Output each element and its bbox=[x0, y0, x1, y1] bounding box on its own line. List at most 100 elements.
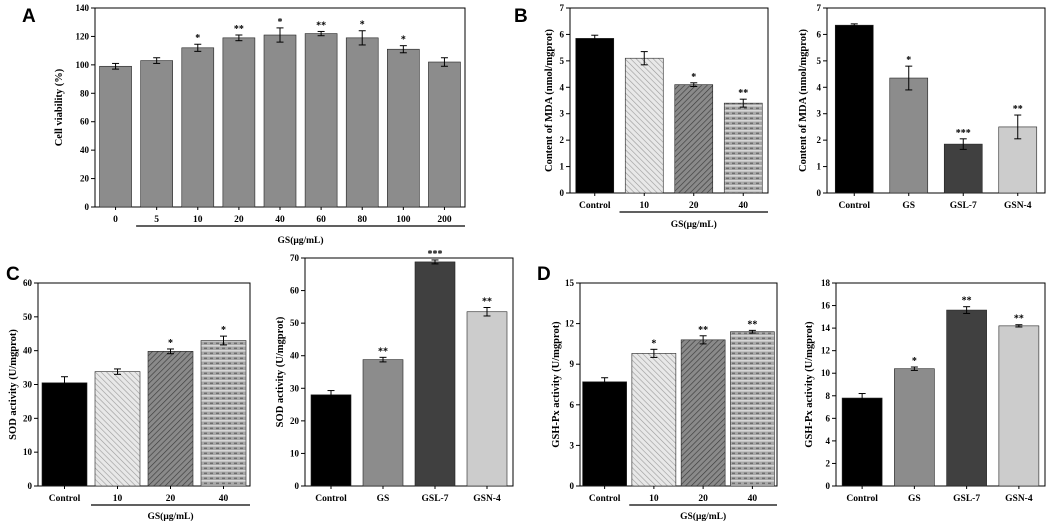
bar bbox=[310, 394, 352, 487]
bar bbox=[624, 57, 664, 194]
bar bbox=[362, 359, 404, 487]
significance-mark: ** bbox=[962, 296, 972, 307]
x-category-label: 10 bbox=[649, 494, 659, 504]
x-category-label: 200 bbox=[437, 215, 452, 225]
bar bbox=[723, 102, 763, 194]
panel-label-a: A bbox=[22, 6, 36, 27]
bar bbox=[841, 397, 883, 487]
x-category-label: GSN-4 bbox=[1005, 494, 1033, 504]
bar bbox=[674, 84, 714, 194]
bar bbox=[181, 47, 215, 208]
y-tick-label: 4 bbox=[817, 82, 822, 92]
bar bbox=[304, 33, 338, 208]
significance-mark: ** bbox=[698, 325, 708, 336]
y-tick-label: 0 bbox=[28, 481, 33, 491]
significance-mark: ** bbox=[747, 319, 757, 330]
bar bbox=[582, 381, 627, 487]
bar bbox=[140, 60, 173, 208]
y-tick-label: 100 bbox=[76, 60, 90, 70]
significance-mark: ** bbox=[234, 24, 244, 35]
y-tick-label: 5 bbox=[560, 56, 565, 66]
y-tick-label: 3 bbox=[817, 109, 822, 119]
bar bbox=[200, 340, 247, 487]
chart-sod-gs-dose: 0 10 20 30 40 50 60 SOD activity (U/mgprot) Cont… bbox=[8, 278, 251, 522]
y-tick-label: 2 bbox=[826, 458, 831, 468]
bar bbox=[41, 382, 88, 487]
y-tick-label: 6 bbox=[826, 413, 831, 423]
bar bbox=[94, 371, 141, 487]
bar bbox=[466, 311, 508, 487]
x-category-label: 40 bbox=[275, 215, 285, 225]
y-axis-title: SOD activity (U/mgprot) bbox=[275, 316, 286, 427]
y-tick-label: 20 bbox=[290, 416, 300, 426]
x-category-label: Control bbox=[579, 201, 611, 211]
x-category-label: 10 bbox=[113, 494, 123, 504]
significance-mark: * bbox=[691, 72, 696, 83]
bar bbox=[428, 61, 461, 208]
y-axis-title: GSH-Px activity (U/mgprot) bbox=[804, 321, 815, 448]
significance-mark: ** bbox=[1014, 314, 1024, 325]
chart-gshpx-gs-dose: 0 3 6 9 12 15 GSH-Px activity (U/mgprot) Contro… bbox=[551, 278, 778, 522]
plot-frame bbox=[826, 7, 1046, 194]
y-tick-label: 7 bbox=[560, 3, 565, 13]
bar bbox=[894, 368, 935, 487]
x-category-label: 80 bbox=[357, 215, 367, 225]
bar bbox=[730, 331, 775, 487]
x-category-label: 10 bbox=[193, 215, 203, 225]
y-tick-label: 3 bbox=[570, 440, 575, 450]
y-tick-label: 1 bbox=[817, 162, 822, 172]
y-tick-label: 14 bbox=[821, 323, 831, 333]
y-tick-label: 70 bbox=[290, 253, 300, 263]
y-tick-label: 60 bbox=[23, 278, 33, 288]
x-axis-title: GS(μg/mL) bbox=[278, 235, 324, 246]
y-tick-label: 4 bbox=[826, 436, 831, 446]
bar bbox=[263, 34, 297, 208]
chart-mda-treatments: 0 1 2 3 4 5 6 7 Content of MDA (nmol/mgprot) Cont… bbox=[798, 3, 1046, 211]
y-tick-label: 12 bbox=[565, 319, 575, 329]
panel-label-b: B bbox=[514, 6, 528, 27]
y-tick-label: 50 bbox=[290, 318, 300, 328]
significance-mark: * bbox=[651, 338, 656, 349]
bar bbox=[834, 24, 874, 194]
x-category-label: Control bbox=[846, 494, 878, 504]
y-tick-label: 0 bbox=[817, 188, 822, 198]
y-tick-label: 1 bbox=[560, 162, 565, 172]
y-axis-title: Content of MDA (nmol/mgprot) bbox=[798, 29, 809, 173]
x-category-label: Control bbox=[315, 494, 347, 504]
y-tick-label: 40 bbox=[80, 145, 90, 155]
y-tick-label: 0 bbox=[826, 481, 831, 491]
bar bbox=[222, 37, 256, 208]
bar bbox=[946, 309, 987, 487]
significance-mark: * bbox=[278, 17, 283, 28]
x-category-label: 100 bbox=[396, 215, 411, 225]
x-axis-title: GS(μg/mL) bbox=[147, 511, 193, 522]
y-tick-label: 20 bbox=[80, 174, 90, 184]
x-category-label: 5 bbox=[154, 215, 159, 225]
x-category-label: 40 bbox=[219, 494, 229, 504]
y-tick-label: 8 bbox=[826, 391, 831, 401]
y-axis-title: Content of MDA (nmol/mgprot) bbox=[544, 29, 555, 173]
plot-frame bbox=[579, 282, 778, 487]
bar bbox=[889, 77, 929, 194]
y-tick-label: 20 bbox=[23, 413, 33, 423]
significance-mark: ** bbox=[316, 20, 326, 31]
bar bbox=[99, 65, 132, 208]
y-tick-label: 6 bbox=[817, 29, 822, 39]
y-tick-label: 6 bbox=[560, 29, 565, 39]
x-category-label: 0 bbox=[113, 215, 118, 225]
y-tick-label: 30 bbox=[23, 380, 33, 390]
y-tick-label: 50 bbox=[23, 312, 33, 322]
y-tick-label: 0 bbox=[295, 481, 300, 491]
chart-gshpx-treatments: 0 2 4 6 8 10 12 14 16 18 GSH-Px activity (U/mgprot… bbox=[804, 278, 1046, 504]
x-category-label: 20 bbox=[689, 201, 699, 211]
bar bbox=[575, 38, 615, 194]
significance-mark: * bbox=[195, 33, 200, 44]
y-tick-label: 140 bbox=[76, 3, 90, 13]
x-category-label: 40 bbox=[748, 494, 758, 504]
plot-frame bbox=[569, 7, 769, 194]
x-category-label: GSL-7 bbox=[422, 494, 449, 504]
y-tick-label: 30 bbox=[290, 383, 300, 393]
y-tick-label: 0 bbox=[570, 481, 575, 491]
y-tick-label: 40 bbox=[23, 346, 33, 356]
